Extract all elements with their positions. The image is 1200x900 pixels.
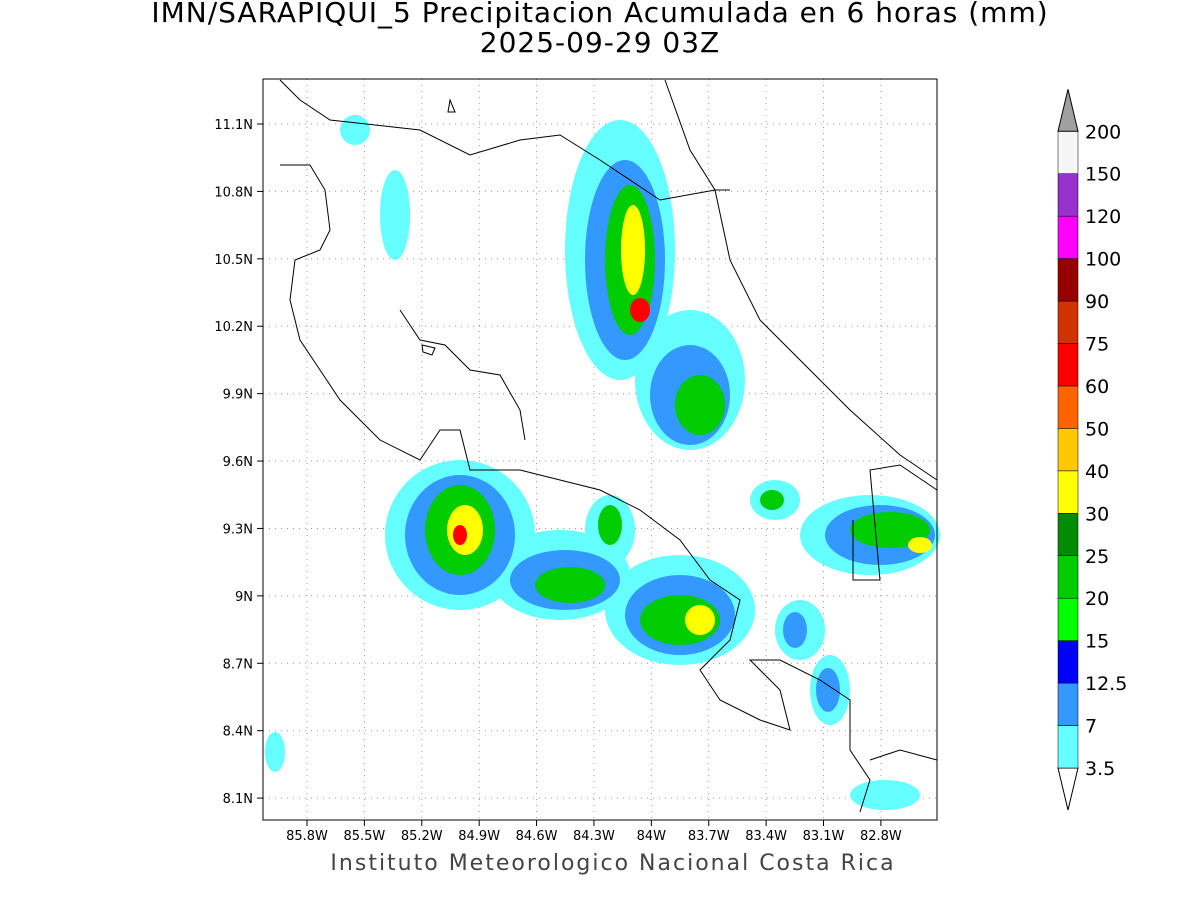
colorbar-label: 90 xyxy=(1085,291,1109,313)
lon-tick-label: 84.6W xyxy=(516,829,558,844)
colorbar-label: 30 xyxy=(1085,503,1109,525)
lon-tick-label: 82.8W xyxy=(860,829,902,844)
colorbar-box xyxy=(1057,385,1079,429)
coastline xyxy=(279,79,938,813)
lat-tick-label: 9.3N xyxy=(223,522,253,537)
colorbar-label: 12.5 xyxy=(1085,673,1127,695)
colorbar-label: 7 xyxy=(1085,716,1097,738)
colorbar-box xyxy=(1057,640,1079,684)
title: IMN/SARAPIQUI_5 Precipitacion Acumulada … xyxy=(151,0,1048,29)
colorbar-label: 75 xyxy=(1085,334,1109,356)
lon-tick-label: 85.5W xyxy=(343,829,385,844)
colorbar-label: 50 xyxy=(1085,418,1109,440)
colorbar-label: 100 xyxy=(1085,249,1121,271)
colorbar-box xyxy=(1057,173,1079,217)
lon-tick-label: 85.2W xyxy=(401,829,443,844)
lon-tick-label: 83.7W xyxy=(688,829,730,844)
colorbar-over xyxy=(1057,89,1079,132)
colorbar-label: 25 xyxy=(1085,546,1109,568)
colorbar-label: 3.5 xyxy=(1085,758,1115,780)
lon-tick-label: 84.3W xyxy=(573,829,615,844)
colorbar-box xyxy=(1057,470,1079,514)
colorbar-under xyxy=(1057,767,1079,811)
colorbar-box xyxy=(1057,258,1079,302)
lat-tick-label: 9.6N xyxy=(223,455,253,470)
axes: 11.1N 10.8N 10.5N 10.2N 9.9N 9.6N 9.3N 9N 8.7N 8.… xyxy=(214,118,902,844)
colorbar-box xyxy=(1057,343,1079,387)
colorbar-label: 200 xyxy=(1085,121,1121,143)
colorbar-box xyxy=(1057,215,1079,259)
colorbar-label: 20 xyxy=(1085,588,1109,610)
lon-tick-label: 84W xyxy=(637,829,667,844)
footer: Instituto Meteorologico Nacional Costa R… xyxy=(330,851,895,876)
colorbar-label: 120 xyxy=(1085,206,1121,228)
lon-tick-label: 83.4W xyxy=(745,829,787,844)
colorbar-box xyxy=(1057,682,1079,726)
colorbar-label: 150 xyxy=(1085,164,1121,186)
lat-tick-label: 8.4N xyxy=(223,725,253,740)
lon-tick-label: 84.9W xyxy=(458,829,500,844)
colorbar: 3.5 7 12.5 15 20 25 30 40 50 60 75 90 100 120 150 200 xyxy=(1057,89,1127,811)
lon-tick-label: 83.1W xyxy=(803,829,845,844)
colorbar-box xyxy=(1057,725,1079,769)
precipitation xyxy=(265,115,940,810)
lon-tick-label: 85.8W xyxy=(286,829,328,844)
lat-tick-label: 10.5N xyxy=(214,253,253,268)
lat-tick-label: 10.2N xyxy=(214,320,253,335)
colorbar-box xyxy=(1057,428,1079,472)
colorbar-box xyxy=(1057,597,1079,641)
colorbar-label: 15 xyxy=(1085,631,1109,653)
lat-tick-label: 9.9N xyxy=(223,388,253,403)
lat-tick-label: 9N xyxy=(235,590,253,605)
lat-tick-label: 8.7N xyxy=(223,657,253,672)
colorbar-label: 60 xyxy=(1085,376,1109,398)
lat-tick-label: 11.1N xyxy=(214,118,253,133)
map-frame xyxy=(262,78,938,821)
colorbar-box xyxy=(1057,300,1079,344)
lat-tick-label: 10.8N xyxy=(214,185,253,200)
colorbar-box xyxy=(1057,131,1079,174)
subtitle: 2025-09-29 03Z xyxy=(480,26,720,59)
colorbar-label: 40 xyxy=(1085,461,1109,483)
colorbar-box xyxy=(1057,555,1079,599)
colorbar-box xyxy=(1057,513,1079,556)
lat-tick-label: 8.1N xyxy=(223,792,253,807)
